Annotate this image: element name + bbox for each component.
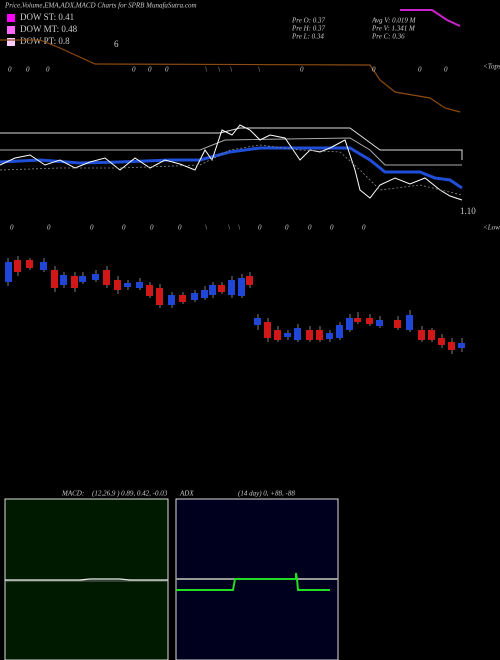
top-marker: 0 [165, 66, 169, 74]
top-marker: 0 [132, 66, 136, 74]
stat: Pre V: 1.341 M [371, 25, 416, 33]
macd-label: MACD: [61, 490, 84, 498]
low-marker: \ [238, 224, 240, 232]
top-marker: 0 [300, 66, 304, 74]
price-line [0, 124, 463, 201]
markers: 0 0 0 0 0 0 \ \ \ \ 0 0 0 0 0 0 0 0 0 0 \ \ \ 0 0 0 0 0 [8, 66, 448, 232]
mid-band [0, 137, 462, 166]
legend-swatch [7, 38, 15, 46]
adx-dmi [176, 572, 330, 591]
stat: Pre O: 0.37 [291, 17, 325, 25]
candles-up [5, 262, 465, 348]
stat: Pre H: 0.37 [291, 25, 325, 33]
ema-short [0, 144, 463, 196]
low-marker: 0 [330, 224, 334, 232]
top-marker: 0 [26, 66, 30, 74]
lows-label: <Lows [483, 224, 500, 232]
top-marker: 0 [444, 66, 448, 74]
top-marker: 0 [46, 66, 50, 74]
tops-label: <Tops [483, 63, 500, 71]
top-marker: \ [205, 66, 207, 74]
stat: Avg V: 0.019 M [371, 17, 417, 25]
top-marker: 0 [418, 66, 422, 74]
top-marker: \ [258, 66, 260, 74]
low-marker: 0 [285, 224, 289, 232]
low-marker: 0 [150, 224, 154, 232]
macd-params: (12,26,9 ) 0.89, 0.42, -0.03 [92, 490, 168, 498]
legend-label: DOW ST: 0.41 [20, 12, 74, 22]
upper-band [0, 127, 463, 160]
legend-swatch [7, 26, 15, 34]
low-marker: 0 [308, 224, 312, 232]
top-marker: 0 [372, 66, 376, 74]
legend-swatch [7, 14, 15, 22]
low-marker: 0 [47, 224, 51, 232]
macd-line [5, 578, 168, 581]
low-marker: 0 [362, 224, 366, 232]
adx-params: (14 day) 0, +88, -88 [238, 490, 295, 498]
legend: DOW ST: 0.41 DOW MT: 0.48 DOW PT: 0.8 [7, 12, 78, 46]
low-marker: \ [228, 224, 230, 232]
stat: Pre L: 0.34 [291, 33, 324, 41]
legend-label: DOW PT: 0.8 [20, 36, 70, 46]
low-marker: 0 [122, 224, 126, 232]
legend-label: DOW MT: 0.48 [20, 24, 78, 34]
adx-label: ADX [179, 490, 194, 498]
dow-line [400, 9, 461, 27]
low-marker: 0 [10, 224, 14, 232]
top-marker: 0 [148, 66, 152, 74]
low-marker: 0 [90, 224, 94, 232]
title: Price,Volume,EMA,ADX,MACD Charts for SPR… [4, 2, 197, 10]
legend-note: 6 [114, 39, 119, 49]
top-marker: \ [218, 66, 220, 74]
price-label: 1.10 [460, 206, 476, 216]
top-marker: \ [230, 66, 232, 74]
low-marker: 0 [258, 224, 262, 232]
low-marker: 0 [178, 224, 182, 232]
top-marker: 0 [8, 66, 12, 74]
tops-line [0, 39, 461, 113]
low-marker: \ [205, 224, 207, 232]
stat: Pre C: 0.36 [371, 33, 405, 41]
ema-line [0, 146, 463, 190]
